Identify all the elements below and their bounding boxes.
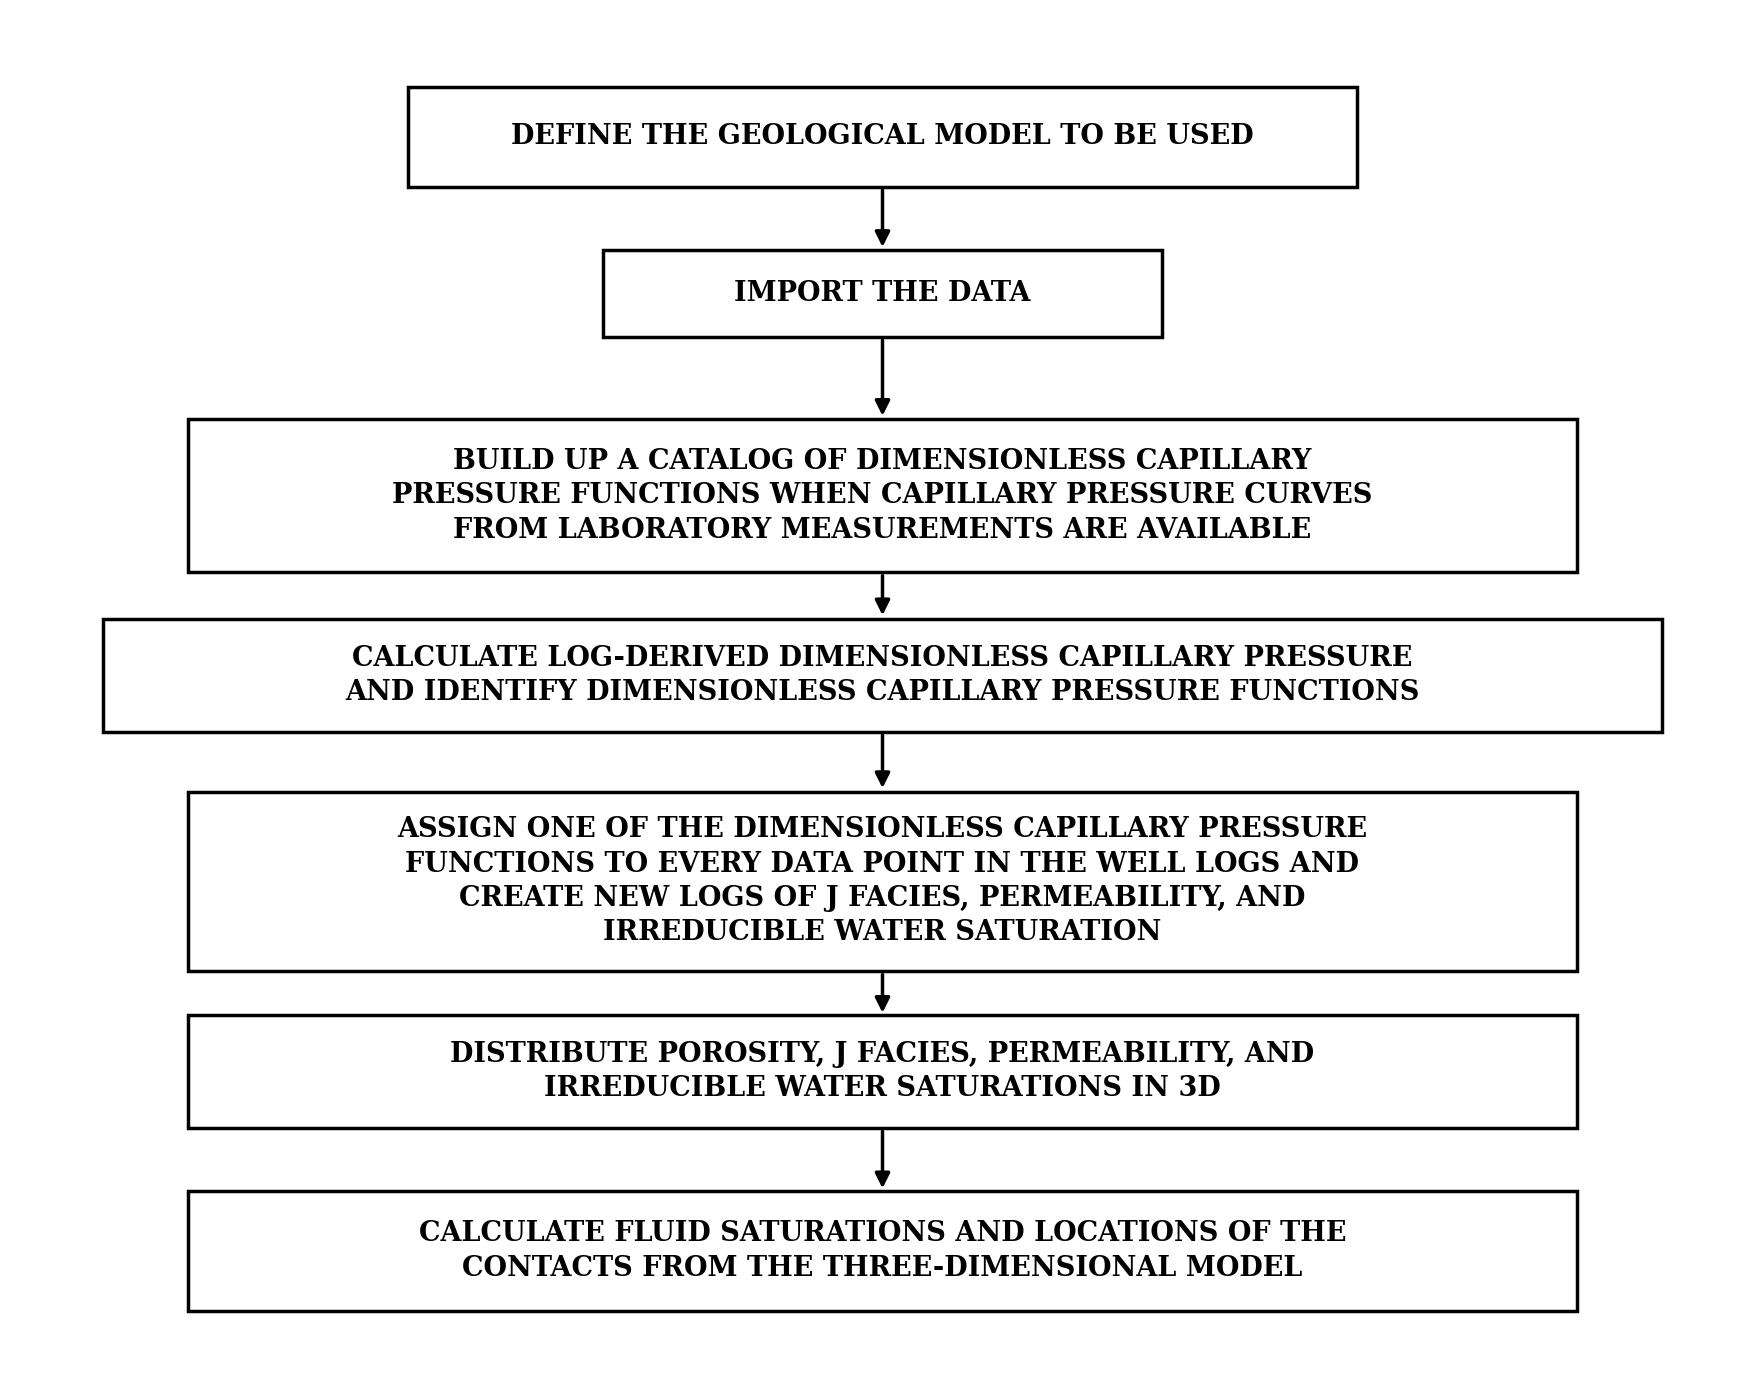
FancyBboxPatch shape [603, 251, 1161, 337]
Text: DISTRIBUTE POROSITY, J FACIES, PERMEABILITY, AND
IRREDUCIBLE WATER SATURATIONS I: DISTRIBUTE POROSITY, J FACIES, PERMEABIL… [450, 1040, 1314, 1102]
Text: IMPORT THE DATA: IMPORT THE DATA [734, 280, 1030, 307]
FancyBboxPatch shape [187, 420, 1577, 572]
FancyBboxPatch shape [407, 87, 1357, 187]
FancyBboxPatch shape [187, 1191, 1577, 1310]
Text: CALCULATE FLUID SATURATIONS AND LOCATIONS OF THE
CONTACTS FROM THE THREE-DIMENSI: CALCULATE FLUID SATURATIONS AND LOCATION… [418, 1220, 1346, 1281]
Text: DEFINE THE GEOLOGICAL MODEL TO BE USED: DEFINE THE GEOLOGICAL MODEL TO BE USED [512, 123, 1252, 150]
FancyBboxPatch shape [102, 619, 1662, 731]
Text: BUILD UP A CATALOG OF DIMENSIONLESS CAPILLARY
PRESSURE FUNCTIONS WHEN CAPILLARY : BUILD UP A CATALOG OF DIMENSIONLESS CAPI… [392, 447, 1372, 543]
Text: CALCULATE LOG-DERIVED DIMENSIONLESS CAPILLARY PRESSURE
AND IDENTIFY DIMENSIONLES: CALCULATE LOG-DERIVED DIMENSIONLESS CAPI… [346, 644, 1418, 706]
Text: ASSIGN ONE OF THE DIMENSIONLESS CAPILLARY PRESSURE
FUNCTIONS TO EVERY DATA POINT: ASSIGN ONE OF THE DIMENSIONLESS CAPILLAR… [397, 816, 1367, 946]
FancyBboxPatch shape [187, 792, 1577, 971]
FancyBboxPatch shape [187, 1015, 1577, 1127]
